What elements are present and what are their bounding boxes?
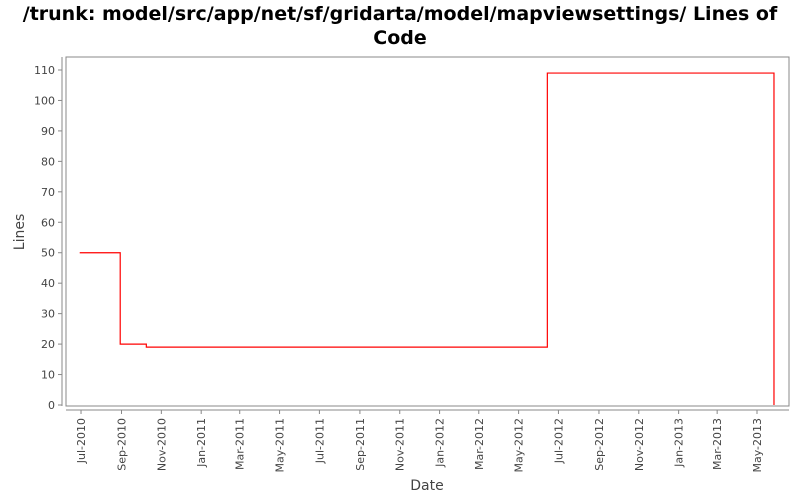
y-tick-label: 50: [41, 247, 55, 260]
x-tick-label: Jul-2012: [552, 418, 565, 464]
x-tick-label: Sep-2012: [593, 418, 606, 471]
x-tick-label: Sep-2010: [116, 418, 129, 471]
y-tick-label: 100: [34, 94, 55, 107]
y-tick-label: 30: [41, 308, 55, 321]
y-tick-label: 60: [41, 216, 55, 229]
x-tick-label: Jan-2013: [673, 418, 686, 468]
chart-title: /trunk: model/src/app/net/sf/gridarta/mo…: [22, 3, 778, 49]
x-tick-label: Mar-2011: [234, 418, 247, 470]
y-tick-label: 90: [41, 125, 55, 138]
x-tick-label: Jan-2012: [434, 418, 447, 468]
x-tick-label: Nov-2012: [633, 418, 646, 471]
y-tick-label: 20: [41, 338, 55, 351]
y-tick-label: 0: [48, 399, 55, 412]
y-axis: 0 10 20 30 40 50 60 70 80 90 100 110: [34, 57, 63, 412]
x-tick-label: Mar-2012: [473, 418, 486, 470]
x-tick-label: May-2012: [513, 418, 526, 473]
x-axis: Jul-2010 Sep-2010 Nov-2010 Jan-2011 Mar-2011…: [66, 409, 789, 473]
y-tick-label: 80: [41, 155, 55, 168]
y-tick-label: 70: [41, 186, 55, 199]
y-tick-label: 10: [41, 369, 55, 382]
x-axis-label: Date: [410, 478, 443, 494]
x-tick-label: May-2011: [274, 418, 287, 473]
plot-area: [65, 56, 790, 407]
x-tick-label: Nov-2010: [155, 418, 168, 471]
series-line: [79, 72, 775, 405]
x-tick-label: May-2013: [751, 418, 764, 473]
y-axis-label: Lines: [12, 214, 28, 250]
x-tick-label: Mar-2013: [711, 418, 724, 470]
x-tick-label: Jan-2011: [195, 418, 208, 468]
x-tick-label: Sep-2011: [354, 418, 367, 471]
x-tick-label: Jul-2011: [313, 418, 326, 464]
x-tick-label: Nov-2011: [394, 418, 407, 471]
x-tick-label: Jul-2010: [75, 418, 88, 464]
y-tick-label: 40: [41, 277, 55, 290]
series-group: [79, 72, 775, 405]
y-tick-label: 110: [34, 64, 55, 77]
